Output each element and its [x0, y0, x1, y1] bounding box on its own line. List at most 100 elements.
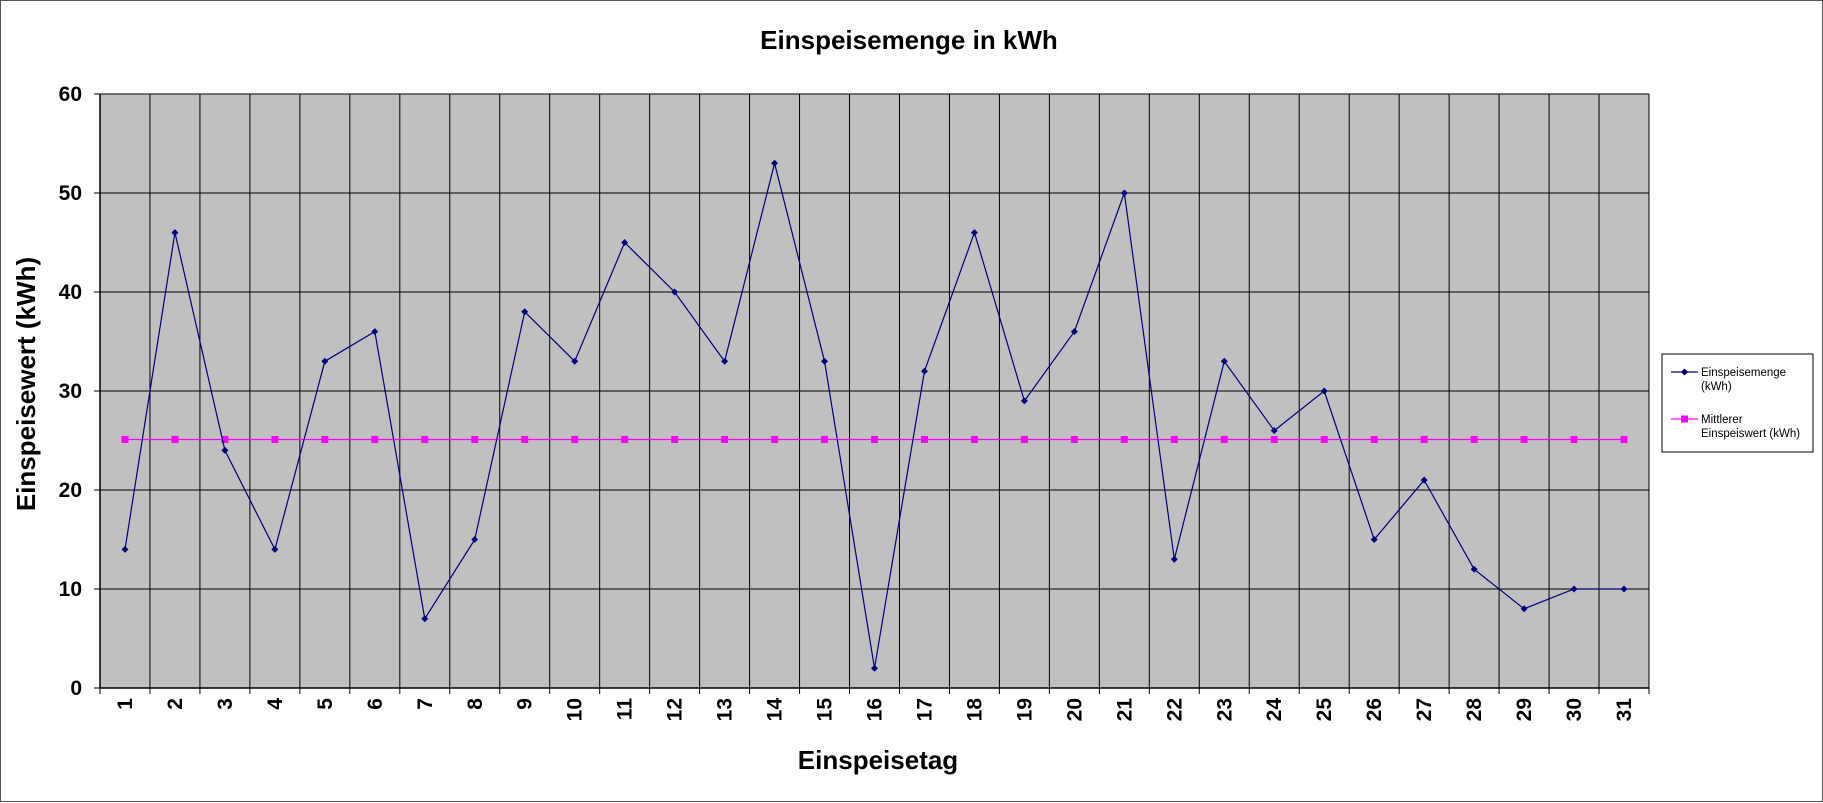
- x-tick-label: 18: [963, 698, 986, 722]
- x-tick-label: 12: [664, 698, 687, 721]
- data-point: [521, 308, 529, 316]
- data-point: [121, 436, 129, 444]
- x-tick-label: 11: [614, 698, 637, 721]
- x-tick-label: 1: [114, 698, 137, 710]
- x-axis-title: Einspeisetag: [798, 745, 958, 775]
- data-point: [1470, 436, 1478, 444]
- x-tick-label: 28: [1463, 698, 1486, 722]
- data-point: [1370, 436, 1378, 444]
- data-point: [571, 436, 579, 444]
- x-tick-label: 15: [814, 698, 837, 722]
- data-point: [471, 436, 479, 444]
- data-point: [221, 446, 229, 454]
- y-tick-label: 10: [59, 578, 82, 601]
- data-point: [1520, 605, 1528, 613]
- data-point: [121, 545, 129, 553]
- x-tick-label: 7: [414, 698, 437, 710]
- series-mittlerer-einspeiswert: [121, 436, 1628, 444]
- legend-label: (kWh): [1701, 381, 1732, 393]
- data-point: [721, 436, 729, 444]
- x-tick-label: 3: [214, 698, 237, 710]
- data-point: [920, 367, 928, 375]
- x-tick-label: 13: [714, 698, 737, 721]
- series-einspeisemenge: [121, 159, 1628, 672]
- data-point: [1020, 436, 1028, 444]
- data-point: [1120, 436, 1128, 444]
- data-point: [821, 436, 829, 444]
- data-point: [771, 436, 779, 444]
- data-point: [920, 436, 928, 444]
- data-point: [1220, 357, 1228, 365]
- data-point: [1020, 397, 1028, 405]
- x-tick-label: 19: [1013, 698, 1036, 721]
- y-tick-label: 40: [59, 281, 82, 304]
- data-point: [271, 436, 279, 444]
- x-tick-label: 31: [1613, 698, 1636, 722]
- legend: Einspeisemenge (kWh) Mittlerer Einspeiswert…: [1661, 353, 1814, 453]
- data-point: [970, 229, 978, 237]
- chart-title: Einspeisemenge in kWh: [760, 25, 1058, 55]
- data-point: [321, 436, 329, 444]
- data-point: [1370, 536, 1378, 543]
- x-tick-label: 23: [1213, 698, 1236, 721]
- data-point: [1220, 436, 1228, 444]
- x-tick-label: 21: [1113, 698, 1136, 722]
- data-point: [1681, 415, 1688, 423]
- data-point: [471, 536, 479, 543]
- x-tick-label: 14: [764, 698, 787, 722]
- data-point: [1320, 436, 1328, 444]
- data-point: [521, 436, 529, 444]
- data-point: [1570, 436, 1578, 444]
- data-point: [821, 357, 829, 365]
- data-point: [1320, 387, 1328, 395]
- x-tick-label: 8: [464, 698, 487, 710]
- y-tick-label: 30: [59, 380, 82, 403]
- data-point: [1420, 436, 1428, 444]
- x-tick-label: 5: [314, 698, 337, 710]
- data-point: [1270, 427, 1278, 435]
- data-point: [371, 328, 379, 336]
- x-tick-label: 4: [264, 698, 287, 710]
- data-point: [321, 357, 329, 365]
- data-point: [221, 436, 229, 444]
- data-point: [1620, 585, 1628, 593]
- x-tick-label: 25: [1313, 698, 1336, 722]
- x-tick-label: 24: [1263, 698, 1286, 722]
- data-point: [1170, 555, 1178, 563]
- x-tick-label: 10: [564, 698, 587, 721]
- data-point: [1270, 436, 1278, 444]
- legend-label: Einspeisemenge: [1701, 367, 1786, 379]
- data-point: [871, 436, 878, 444]
- data-point: [621, 239, 629, 246]
- data-point: [571, 357, 579, 365]
- x-axis-ticks: 1 2 3 4 5 6 7 8 9 10 11 12 13 14 15 16 17 18 19 20 21 22 23 24 2…: [99, 688, 1650, 722]
- data-point: [771, 159, 779, 167]
- y-tick-label: 50: [59, 182, 82, 205]
- x-tick-label: 2: [164, 698, 187, 710]
- x-tick-label: 22: [1163, 698, 1186, 721]
- x-tick-label: 17: [913, 698, 936, 721]
- legend-label: Mittlerer: [1701, 414, 1743, 426]
- data-point: [1520, 436, 1528, 444]
- y-tick-label: 60: [59, 83, 82, 106]
- legend-item-einspeisemenge: Einspeisemenge (kWh): [1671, 367, 1786, 393]
- data-point: [621, 436, 629, 444]
- data-point: [671, 288, 679, 296]
- data-point: [1070, 436, 1078, 444]
- data-point: [1570, 585, 1578, 593]
- x-tick-label: 26: [1363, 698, 1386, 721]
- x-tick-label: 29: [1513, 698, 1536, 721]
- x-tick-label: 16: [864, 698, 887, 721]
- data-point: [171, 436, 179, 444]
- legend-label: Einspeiswert (kWh): [1701, 428, 1800, 440]
- x-tick-label: 20: [1063, 698, 1086, 721]
- data-point: [970, 436, 978, 444]
- y-axis-ticks: 0 10 20 30 40 50 60: [59, 83, 100, 700]
- data-point: [871, 664, 878, 672]
- data-point: [1420, 476, 1428, 484]
- y-axis-title: Einspeisewert (kWh): [11, 257, 41, 511]
- x-tick-label: 6: [364, 698, 387, 710]
- y-tick-label: 0: [70, 677, 82, 700]
